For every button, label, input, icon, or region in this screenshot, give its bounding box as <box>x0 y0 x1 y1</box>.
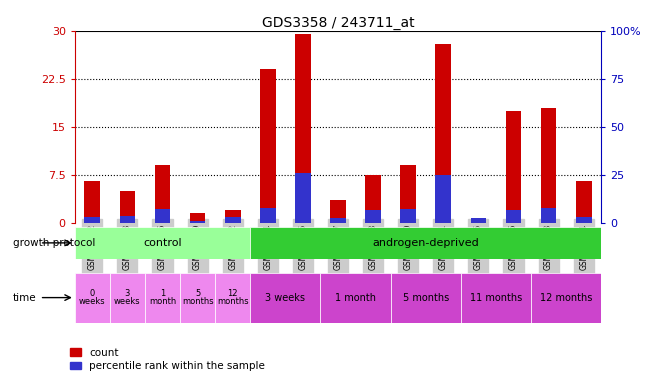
Legend: count, percentile rank within the sample: count, percentile rank within the sample <box>70 348 265 371</box>
Bar <box>225 210 240 223</box>
Text: growth protocol: growth protocol <box>13 238 96 248</box>
Bar <box>461 273 531 323</box>
Bar <box>190 221 205 223</box>
Bar <box>576 181 592 223</box>
Bar <box>471 220 486 223</box>
Text: 12 months: 12 months <box>540 293 592 303</box>
Text: 1
month: 1 month <box>149 289 176 306</box>
Bar <box>250 227 601 259</box>
Text: 1 month: 1 month <box>335 293 376 303</box>
Bar <box>145 273 180 323</box>
Bar <box>120 216 135 223</box>
Bar <box>320 273 391 323</box>
Bar <box>436 43 451 223</box>
Bar <box>110 273 145 323</box>
Bar <box>295 173 311 223</box>
Text: 0
weeks: 0 weeks <box>79 289 105 306</box>
Text: 3
weeks: 3 weeks <box>114 289 140 306</box>
Bar <box>260 208 276 223</box>
Bar <box>365 210 381 223</box>
Bar <box>330 218 346 223</box>
Bar <box>365 175 381 223</box>
Bar <box>75 227 250 259</box>
Bar <box>120 191 135 223</box>
Bar <box>260 69 276 223</box>
Text: 5 months: 5 months <box>402 293 449 303</box>
Text: time: time <box>13 293 36 303</box>
Bar <box>436 175 451 223</box>
Bar <box>531 273 601 323</box>
Bar <box>250 273 320 323</box>
Bar <box>84 217 100 223</box>
Text: 12
months: 12 months <box>217 289 248 306</box>
Bar <box>180 273 215 323</box>
Text: control: control <box>143 238 182 248</box>
Text: 11 months: 11 months <box>470 293 522 303</box>
Bar <box>330 200 346 223</box>
Bar <box>400 165 416 223</box>
Bar <box>541 108 556 223</box>
Text: 5
months: 5 months <box>182 289 213 306</box>
Bar <box>400 209 416 223</box>
Bar <box>225 217 240 223</box>
Bar <box>506 210 521 223</box>
Bar <box>471 218 486 223</box>
Bar <box>84 181 100 223</box>
Bar <box>155 209 170 223</box>
Bar <box>155 165 170 223</box>
Bar <box>391 273 461 323</box>
Bar <box>506 111 521 223</box>
Bar <box>190 213 205 223</box>
Bar <box>576 217 592 223</box>
Bar <box>295 34 311 223</box>
Bar <box>215 273 250 323</box>
Bar <box>541 208 556 223</box>
Bar <box>75 273 110 323</box>
Text: 3 weeks: 3 weeks <box>265 293 306 303</box>
Title: GDS3358 / 243711_at: GDS3358 / 243711_at <box>262 16 414 30</box>
Text: androgen-deprived: androgen-deprived <box>372 238 479 248</box>
